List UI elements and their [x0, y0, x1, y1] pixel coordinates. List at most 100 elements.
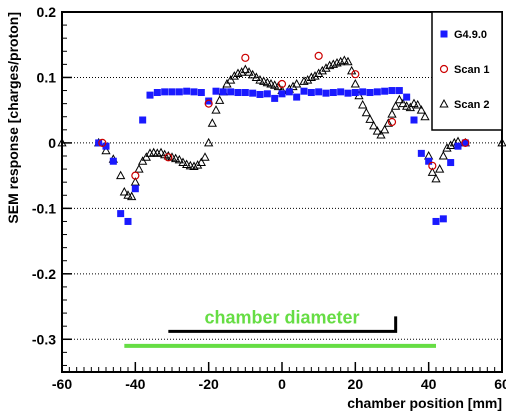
series-scan-1 [98, 51, 470, 180]
data-point [249, 89, 257, 97]
data-point [183, 87, 191, 95]
data-point [171, 153, 181, 163]
data-point [116, 170, 126, 180]
data-point [123, 190, 133, 199]
data-point [454, 142, 462, 150]
x-tick-label: 20 [348, 376, 364, 392]
y-tick-label: -0.1 [32, 200, 56, 216]
data-point [432, 217, 440, 225]
data-point [204, 137, 214, 147]
data-point [263, 90, 271, 98]
data-point [244, 67, 254, 76]
data-point [139, 116, 147, 124]
data-point [307, 89, 315, 97]
data-point [413, 99, 423, 109]
data-point [410, 116, 418, 124]
data-point [427, 167, 437, 176]
data-point [189, 161, 199, 170]
data-point [237, 67, 247, 76]
gridlines [62, 76, 502, 340]
legend: G4.9.0 Scan 1 Scan 2 [431, 11, 503, 131]
data-point [207, 118, 217, 127]
data-point [339, 55, 349, 64]
data-point [446, 140, 456, 150]
data-point [241, 89, 249, 97]
data-point [387, 117, 397, 127]
data-point [381, 87, 389, 95]
data-point [156, 147, 166, 157]
data-point [442, 143, 452, 152]
data-point [124, 217, 132, 225]
data-point [98, 138, 107, 148]
x-tick-label: -40 [125, 376, 145, 392]
data-point [376, 130, 386, 139]
series-g4-9-0 [95, 87, 469, 225]
data-point [343, 56, 353, 66]
data-point [190, 88, 198, 96]
data-point [102, 142, 110, 150]
y-tick-label: -0.2 [32, 266, 56, 282]
data-point [332, 58, 342, 67]
data-point [119, 186, 129, 196]
data-point [395, 87, 403, 95]
data-point [372, 126, 382, 135]
data-point [409, 98, 419, 108]
data-point [241, 53, 250, 62]
data-point [293, 93, 301, 101]
data-point [391, 101, 401, 110]
data-point [394, 94, 404, 104]
data-point [428, 161, 437, 170]
data-point [182, 159, 192, 169]
data-point [255, 75, 265, 84]
data-point [388, 87, 396, 95]
data-point [256, 90, 264, 98]
data-point [164, 153, 173, 162]
data-point [310, 71, 320, 80]
data-point [439, 215, 447, 223]
data-point [278, 90, 286, 98]
data-point [303, 75, 313, 84]
data-point [417, 149, 425, 157]
data-point [325, 60, 335, 70]
data-point [447, 159, 455, 167]
data-point [259, 76, 269, 85]
data-point [317, 65, 327, 75]
data-point [277, 79, 287, 89]
data-point [193, 160, 203, 169]
data-point [351, 70, 360, 79]
data-point [416, 105, 426, 114]
data-point [174, 154, 184, 164]
data-point [420, 111, 430, 121]
x-tick-label: 60 [494, 376, 506, 392]
data-point [262, 77, 272, 87]
data-point [57, 137, 67, 147]
data-point [130, 177, 140, 186]
data-point [449, 137, 459, 147]
data-point [358, 99, 368, 109]
legend-label: G4.9.0 [454, 29, 487, 41]
y-tick-label: -0.3 [32, 331, 56, 347]
y-tick-label: 0.2 [37, 4, 57, 20]
data-point [306, 72, 316, 81]
data-point [204, 99, 213, 108]
x-tick-label: 40 [421, 376, 437, 392]
data-point [273, 81, 283, 91]
data-point [234, 89, 242, 97]
data-point [329, 89, 337, 97]
data-point [314, 51, 323, 60]
data-point [398, 98, 408, 108]
data-point [461, 138, 470, 148]
data-point [461, 139, 469, 147]
data-point [205, 97, 213, 105]
data-point [328, 59, 338, 68]
data-point [365, 114, 375, 123]
data-point [321, 63, 331, 72]
data-point [101, 145, 111, 155]
data-point [200, 152, 210, 161]
data-point [300, 87, 308, 95]
data-point [435, 164, 445, 173]
y-tick-label: 0.1 [37, 69, 57, 85]
data-point [178, 157, 188, 167]
data-point [314, 68, 324, 78]
